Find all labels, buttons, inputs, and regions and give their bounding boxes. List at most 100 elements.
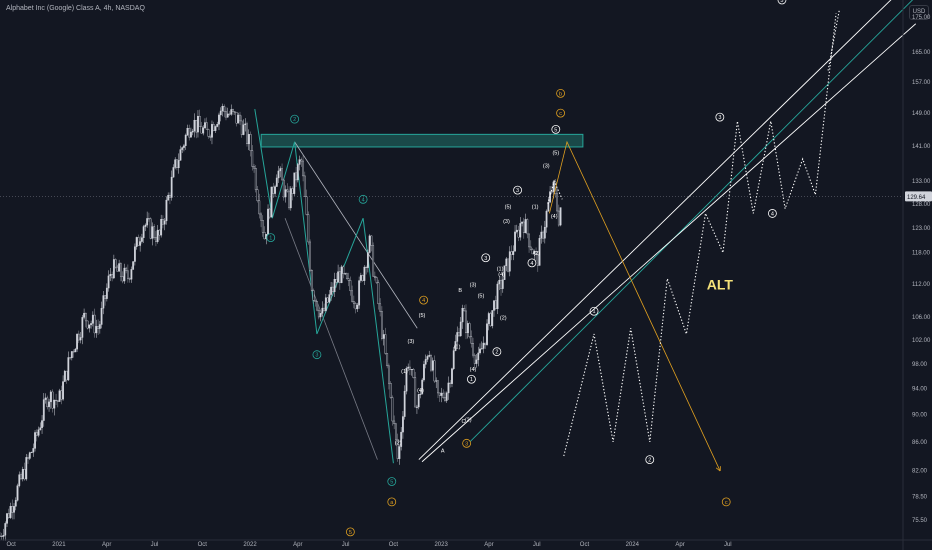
candle-body [515, 229, 518, 233]
candle-body [496, 283, 499, 310]
teal-wave-5-ring [387, 477, 397, 486]
y-tick-label: 118.00 [912, 251, 931, 257]
candle-body [324, 297, 327, 311]
sub-1-top: (1) [532, 205, 539, 211]
candle-body [63, 370, 66, 382]
candle-body [498, 279, 501, 285]
teal-wave-4-ring [358, 194, 368, 204]
candle-body [230, 109, 233, 115]
candle-body [494, 300, 497, 310]
sub-5-right: (5) [505, 205, 512, 211]
candle-body [503, 265, 506, 280]
candle-body [358, 280, 361, 306]
candle-body [142, 226, 145, 238]
candle-body [438, 392, 441, 396]
candle-body [521, 221, 523, 224]
alt-2-ring [645, 455, 655, 464]
candle-body [151, 226, 154, 239]
candle-body [314, 300, 317, 302]
candle-body [412, 369, 415, 378]
candle-body [130, 269, 133, 280]
candle-body [289, 188, 292, 209]
candle-body [205, 122, 208, 130]
white-1-ring [467, 374, 476, 384]
candle-body [414, 377, 417, 408]
candle-body [258, 200, 261, 215]
sub-1-right: (1) [497, 267, 504, 273]
candle-body [389, 383, 392, 398]
candle-body [373, 275, 376, 278]
candle-body [288, 190, 290, 209]
candle-body [456, 332, 459, 342]
candle-body [225, 111, 227, 118]
candle-body [482, 342, 485, 349]
candle-body [466, 323, 469, 334]
candle-body [0, 535, 1, 537]
candle-body [70, 351, 73, 359]
candle-body [109, 274, 112, 277]
label-C: C [461, 419, 465, 425]
white-3: 3 [484, 256, 487, 262]
candle-body [437, 380, 439, 394]
candle-body [433, 360, 436, 382]
candle-body [60, 390, 63, 400]
orange-a: a [390, 500, 394, 506]
orange-c-ring [721, 497, 731, 507]
candle-body [188, 128, 191, 138]
candle-body [365, 266, 368, 268]
candle-body [254, 168, 257, 190]
candle-body [84, 312, 87, 322]
candle-body [338, 271, 341, 283]
candle-body [51, 391, 54, 409]
candle-body [309, 241, 311, 271]
candle-body [307, 214, 310, 243]
candle-body [246, 123, 248, 145]
candle-body [153, 226, 156, 238]
candle-body [524, 219, 527, 234]
candle-body [272, 186, 275, 194]
candle-body [463, 308, 466, 312]
white-4: 4 [530, 261, 533, 267]
alt-3: 3 [718, 115, 721, 121]
orange-4: 4 [422, 298, 425, 304]
candle-body [72, 351, 75, 353]
candle-body [379, 303, 382, 312]
candle-body [9, 506, 12, 518]
alt-2: 2 [648, 458, 651, 464]
candle-body [337, 271, 340, 283]
white-4-ring [527, 258, 537, 268]
candle-body [381, 311, 383, 339]
candle-body [347, 278, 350, 281]
candle-body [377, 282, 380, 305]
alt-3-ring [715, 112, 725, 122]
candle-body [98, 324, 101, 329]
sub-2-top: (2) [533, 251, 540, 257]
candle-body [14, 500, 17, 507]
sub-2-right: (2) [500, 316, 507, 322]
white-3b: 3 [516, 188, 519, 194]
candle-body [0, 535, 3, 537]
y-tick-label: 75.50 [912, 518, 928, 524]
trend-channels [254, 0, 917, 464]
candle-body [323, 307, 325, 311]
x-tick-label: Oct [389, 542, 399, 548]
candle-body [472, 343, 474, 356]
candle-body [90, 323, 92, 326]
candle-body [174, 159, 177, 168]
y-tick-label: 102.00 [912, 338, 931, 344]
candle-body [83, 312, 85, 318]
candle-body [410, 369, 413, 371]
candle-body [452, 350, 455, 369]
candle-body [267, 208, 269, 235]
candle-body [528, 233, 530, 248]
candle-body [214, 126, 217, 131]
candle-body [158, 229, 161, 236]
candle-body [183, 145, 185, 148]
candle-body [137, 237, 140, 246]
candle-body [370, 235, 373, 246]
currency-button[interactable]: USD [909, 5, 929, 20]
candle-body [128, 278, 131, 280]
orange-5: 5 [349, 530, 352, 536]
candle-body [165, 199, 168, 222]
